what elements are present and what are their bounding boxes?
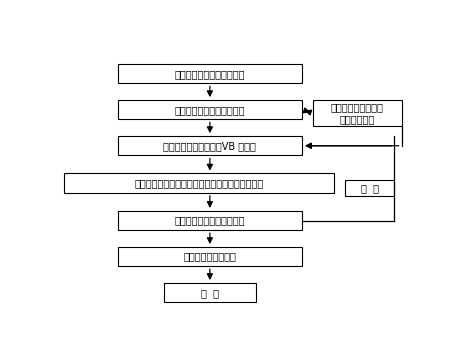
Bar bbox=[118, 64, 302, 84]
Bar bbox=[64, 174, 334, 193]
Text: 调  用: 调 用 bbox=[360, 183, 379, 193]
Bar bbox=[118, 136, 302, 156]
Text: 主机中与光纤沿程的
对应位置关系: 主机中与光纤沿程的 对应位置关系 bbox=[331, 102, 384, 124]
Text: 筛选任意点温度时间过程线: 筛选任意点温度时间过程线 bbox=[174, 216, 245, 226]
Bar bbox=[345, 180, 394, 196]
Text: 结  束: 结 束 bbox=[201, 288, 219, 298]
Bar bbox=[313, 100, 402, 126]
Bar bbox=[118, 247, 302, 266]
Text: 在数据监测界面设置数据后处理功能区及操作控件: 在数据监测界面设置数据后处理功能区及操作控件 bbox=[135, 178, 264, 188]
Text: 建立数据后处理模块（VB 程序）: 建立数据后处理模块（VB 程序） bbox=[164, 141, 256, 151]
Bar bbox=[118, 211, 302, 230]
Text: 关闭数据后处理模块: 关闭数据后处理模块 bbox=[184, 252, 236, 262]
Bar bbox=[164, 283, 256, 302]
Text: 光纤测温主机原始监测数据: 光纤测温主机原始监测数据 bbox=[174, 69, 245, 79]
Text: 建立原始监测数据通信关系: 建立原始监测数据通信关系 bbox=[174, 105, 245, 115]
Bar bbox=[118, 100, 302, 120]
